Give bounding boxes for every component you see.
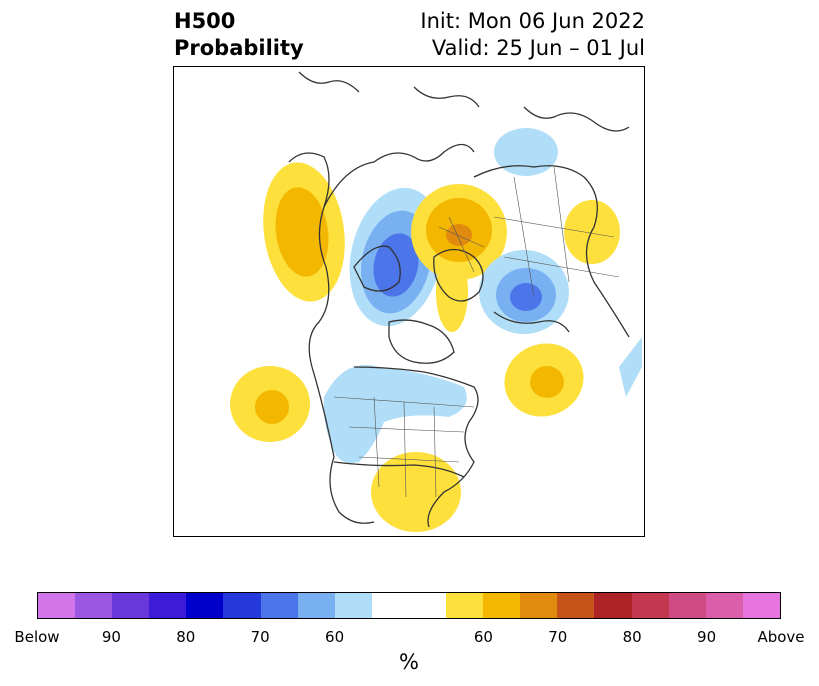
colorbar-tick-label: 60 <box>325 628 345 646</box>
colorbar-tick-label: 60 <box>473 628 493 646</box>
positive-anomaly-region <box>371 452 461 532</box>
map-product-label: Probability <box>174 36 304 60</box>
colorbar-segment <box>631 593 669 618</box>
colorbar-segment <box>334 593 372 618</box>
map-panel <box>173 66 645 537</box>
colorbar-segment <box>223 593 261 618</box>
colorbar-segment <box>149 593 187 618</box>
positive-anomaly-region <box>436 252 468 332</box>
positive-anomaly-core <box>530 366 564 398</box>
map-title-left: H500 Probability <box>174 8 304 62</box>
colorbar-tick-label: 70 <box>548 628 568 646</box>
init-date-label: Init: Mon 06 Jun 2022 <box>420 9 645 33</box>
coastlines <box>288 71 630 528</box>
colorbar-segment <box>520 593 558 618</box>
colorbar-segment <box>408 593 447 618</box>
colorbar-segment <box>112 593 150 618</box>
map-title-right: Init: Mon 06 Jun 2022 Valid: 25 Jun – 01… <box>420 8 645 62</box>
positive-anomaly-core <box>275 187 329 277</box>
colorbar-segment <box>446 593 484 618</box>
colorbar-tick-label: 80 <box>176 628 196 646</box>
negative-anomaly-core <box>510 283 542 311</box>
colorbar-segment <box>742 593 780 618</box>
valid-range-label: Valid: 25 Jun – 01 Jul <box>431 36 645 60</box>
colorbar-segment <box>75 593 113 618</box>
colorbar-tick-label: 90 <box>697 628 717 646</box>
probability-colorbar <box>37 592 781 619</box>
positive-anomaly-core <box>446 224 472 246</box>
positive-anomaly-core <box>255 390 289 424</box>
negative-anomaly-region <box>323 365 467 463</box>
political-borders <box>333 166 620 498</box>
negative-anomaly-core <box>373 233 419 297</box>
map-variable-label: H500 <box>174 9 236 33</box>
colorbar-segment <box>297 593 335 618</box>
colorbar-segment <box>38 593 76 618</box>
colorbar-segment <box>668 593 706 618</box>
probability-shading <box>230 128 642 532</box>
colorbar-segment <box>260 593 298 618</box>
colorbar-segment <box>705 593 743 618</box>
colorbar-tick-label: 80 <box>622 628 642 646</box>
colorbar-segment <box>186 593 224 618</box>
negative-anomaly-region <box>494 128 558 176</box>
colorbar-segment <box>594 593 632 618</box>
colorbar-tick-label: Above <box>757 628 805 646</box>
colorbar-segment <box>483 593 521 618</box>
probability-map <box>230 71 642 532</box>
colorbar-tick-label: Below <box>14 628 60 646</box>
colorbar-segment <box>557 593 595 618</box>
colorbar-tick-label: 90 <box>101 628 121 646</box>
colorbar-units-label: % <box>399 650 419 674</box>
negative-anomaly-region <box>619 337 642 397</box>
colorbar-segment <box>371 593 409 618</box>
colorbar-tick-label: 70 <box>250 628 270 646</box>
